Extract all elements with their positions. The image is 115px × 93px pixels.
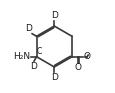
Text: O: O bbox=[83, 52, 90, 61]
Text: D: D bbox=[30, 62, 37, 71]
Text: C: C bbox=[37, 47, 42, 56]
Text: D: D bbox=[50, 11, 57, 20]
Text: H₂N: H₂N bbox=[13, 52, 30, 61]
Text: D: D bbox=[25, 24, 31, 33]
Text: O: O bbox=[74, 63, 81, 72]
Text: D: D bbox=[50, 73, 57, 82]
